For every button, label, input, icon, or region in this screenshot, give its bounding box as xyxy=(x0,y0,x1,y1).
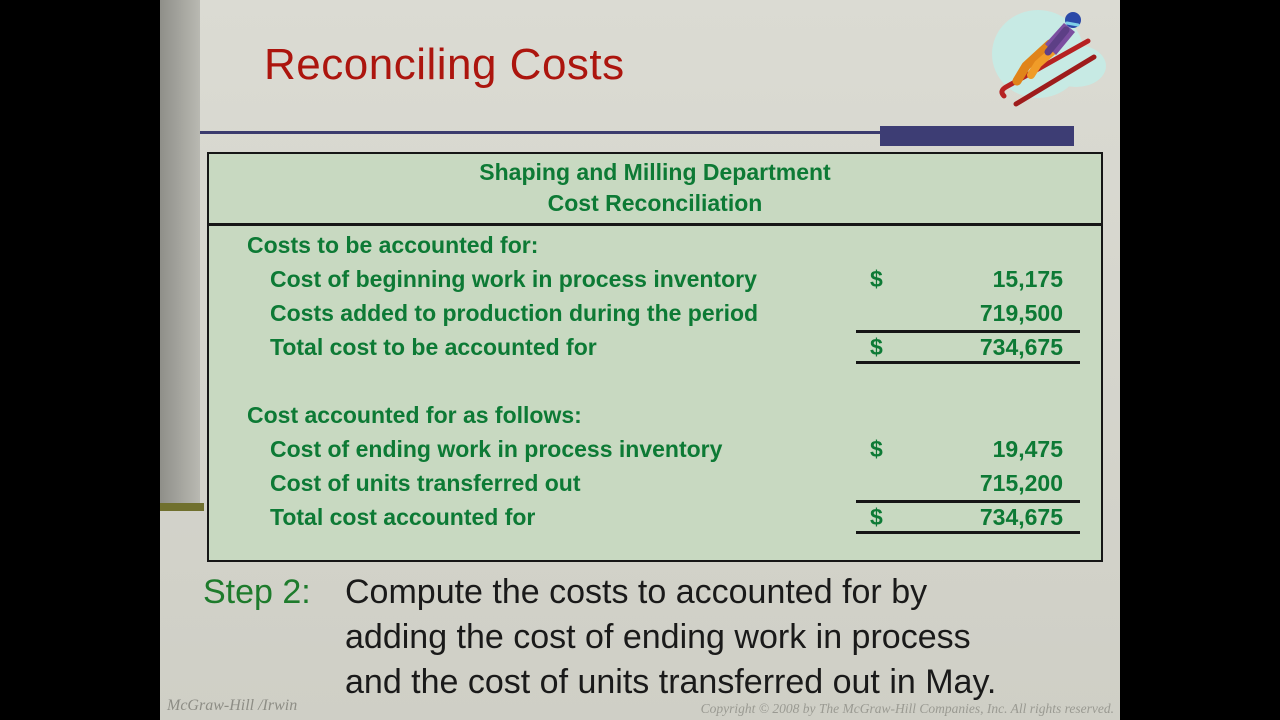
title-underline xyxy=(200,131,882,134)
blank-row xyxy=(209,364,1101,398)
step-text-line2: adding the cost of ending work in proces… xyxy=(345,618,971,656)
table-row: Cost of beginning work in process invent… xyxy=(209,262,1101,296)
left-ribbon xyxy=(160,0,200,503)
row-label: Cost of beginning work in process invent… xyxy=(270,265,757,292)
section-heading-row: Cost accounted for as follows: xyxy=(209,398,1101,432)
skier-logo-icon xyxy=(992,10,1106,107)
row-money: 715,200 xyxy=(856,466,1080,500)
section-heading-row: Costs to be accounted for: xyxy=(209,228,1101,262)
cost-reconciliation-table: Shaping and Milling Department Cost Reco… xyxy=(207,152,1103,562)
table-total-row: Total cost to be accounted for $ 734,675 xyxy=(209,330,1101,364)
row-money: $ 15,175 xyxy=(856,262,1080,296)
copyright-notice: Copyright © 2008 by The McGraw-Hill Comp… xyxy=(700,701,1114,716)
row-label: Cost of ending work in process inventory xyxy=(270,435,723,462)
table-title-line2: Cost Reconciliation xyxy=(547,190,763,216)
row-money-total: $ 734,675 xyxy=(856,330,1080,364)
row-amount: 734,675 xyxy=(979,333,1063,360)
row-label: Total cost accounted for xyxy=(270,503,536,530)
currency-symbol: $ xyxy=(870,503,883,530)
row-amount: 15,175 xyxy=(992,265,1063,292)
slide: Reconciling Costs Shaping and Milling De… xyxy=(160,0,1120,720)
table-title-line1: Shaping and Milling Department xyxy=(479,159,831,185)
section-heading: Cost accounted for as follows: xyxy=(247,401,582,428)
step-text-line3: and the cost of units transferred out in… xyxy=(345,663,997,701)
step-callout: Step 2: Compute the costs to accounted f… xyxy=(203,570,1103,705)
currency-symbol: $ xyxy=(870,435,883,462)
currency-symbol: $ xyxy=(870,265,883,292)
currency-symbol: $ xyxy=(870,333,883,360)
page-title: Reconciling Costs xyxy=(264,40,625,89)
step-text-line1: Compute the costs to accounted for by xyxy=(345,573,928,611)
row-money: $ 19,475 xyxy=(856,432,1080,466)
row-label: Total cost to be accounted for xyxy=(270,333,597,360)
table-row: Costs added to production during the per… xyxy=(209,296,1101,330)
section-heading: Costs to be accounted for: xyxy=(247,231,539,258)
table-total-row: Total cost accounted for $ 734,675 xyxy=(209,500,1101,534)
row-amount: 719,500 xyxy=(979,299,1063,326)
table-row: Cost of ending work in process inventory… xyxy=(209,432,1101,466)
row-amount: 734,675 xyxy=(979,503,1063,530)
row-money-total: $ 734,675 xyxy=(856,500,1080,534)
row-label: Cost of units transferred out xyxy=(270,469,581,496)
row-amount: 715,200 xyxy=(979,469,1063,496)
table-body: Costs to be accounted for: Cost of begin… xyxy=(209,226,1101,534)
row-amount: 19,475 xyxy=(992,435,1063,462)
publisher-credit: McGraw-Hill /Irwin xyxy=(167,697,298,714)
step-text: Compute the costs to accounted for by ad… xyxy=(345,570,1103,705)
row-label: Costs added to production during the per… xyxy=(270,299,759,326)
title-underline-accent xyxy=(880,126,1074,146)
table-row: Cost of units transferred out 715,200 xyxy=(209,466,1101,500)
step-label: Step 2: xyxy=(203,573,311,611)
table-header: Shaping and Milling Department Cost Reco… xyxy=(209,154,1101,226)
row-money: 719,500 xyxy=(856,296,1080,330)
ribbon-end-bar xyxy=(160,503,204,511)
